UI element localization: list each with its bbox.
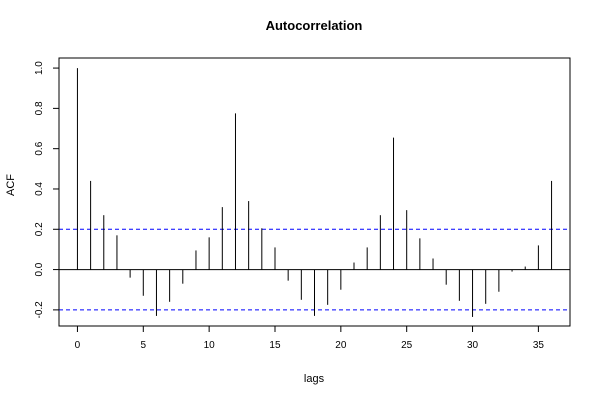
x-tick-label-30: 30 bbox=[467, 340, 479, 351]
y-axis-label: ACF bbox=[5, 174, 17, 196]
x-tick-label-10: 10 bbox=[204, 340, 216, 351]
acf-spikes bbox=[76, 68, 553, 317]
y-tick-label-2: 0.2 bbox=[34, 222, 45, 236]
x-tick-label-20: 20 bbox=[335, 340, 347, 351]
y-tick-label-6: 1.0 bbox=[34, 61, 45, 75]
x-tick-label-0: 0 bbox=[75, 340, 81, 351]
y-tick-label-3: 0.4 bbox=[34, 182, 45, 196]
x-tick-label-15: 15 bbox=[269, 340, 281, 351]
y-tick-label-0: -0.2 bbox=[34, 301, 45, 319]
x-tick-label-25: 25 bbox=[401, 340, 413, 351]
x-tick-label-5: 5 bbox=[141, 340, 147, 351]
x-tick-label-35: 35 bbox=[533, 340, 545, 351]
y-tick-label-1: 0.0 bbox=[34, 262, 45, 276]
x-axis-label: lags bbox=[304, 373, 325, 385]
x-axis: 0 5 10 15 20 25 30 35 bbox=[75, 325, 545, 351]
y-axis: -0.2 0.0 0.2 0.4 0.6 0.8 1.0 bbox=[34, 61, 60, 319]
y-tick-label-4: 0.6 bbox=[34, 141, 45, 155]
chart-title: Autocorrelation bbox=[266, 18, 363, 33]
y-tick-label-5: 0.8 bbox=[34, 101, 45, 115]
